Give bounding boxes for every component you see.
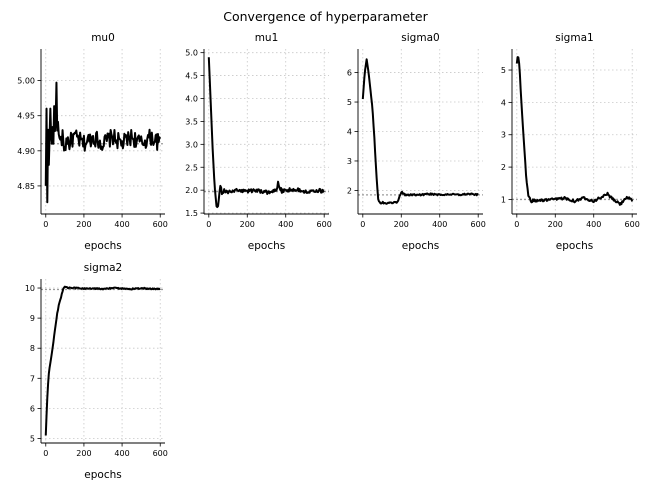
x-tick-label: 400: [278, 220, 293, 229]
y-tick-label: 3.5: [185, 117, 198, 126]
series-line-sigma2: [44, 285, 161, 436]
x-tick-label: 400: [114, 449, 129, 458]
y-tick-label: 4.0: [185, 95, 198, 104]
x-tick-label: 0: [206, 220, 211, 229]
x-tick-label: 600: [153, 449, 168, 458]
x-tick-label: 200: [548, 220, 563, 229]
y-tick-label: 2.0: [185, 186, 198, 195]
y-tick-label: 4.95: [17, 112, 35, 121]
y-tick-label: 1.5: [185, 209, 198, 218]
y-tick-label: 5: [501, 66, 506, 75]
y-tick-label: 4: [347, 128, 352, 137]
x-tick-label: 200: [394, 220, 409, 229]
y-tick-label: 2: [347, 186, 352, 195]
y-tick-label: 9: [30, 314, 35, 323]
x-tick-label: 400: [586, 220, 601, 229]
subplot-title: sigma2: [84, 262, 122, 274]
subplot-mu0: 0 200 400 600 4.85 4.90 4.95 5.00 mu0 epochs: [17, 32, 168, 252]
y-tick-label: 4.5: [185, 72, 198, 81]
x-tick-label: 0: [43, 220, 48, 229]
y-tick-label: 4.85: [17, 182, 35, 191]
x-tick-label: 600: [471, 220, 486, 229]
subplot-title: sigma0: [401, 32, 439, 44]
subplot-mu1: 0 200 400 600 1.5 2.0 2.5 3.0 3.5 4.0 4.5 5.0 mu1 epo…: [185, 32, 332, 252]
y-tick-label: 5: [30, 434, 35, 443]
x-tick-label: 0: [514, 220, 519, 229]
y-tick-label: 2: [501, 163, 506, 172]
y-tick-label: 2.5: [185, 163, 198, 172]
y-tick-label: 6: [347, 69, 352, 78]
x-axis-label: epochs: [84, 240, 121, 252]
subplot-sigma2: 0 200 400 600 5 6 7 8 9 10 sigma2 epochs: [25, 262, 168, 481]
y-tick-label: 10: [25, 284, 35, 293]
x-axis-label: epochs: [84, 469, 121, 481]
y-tick-label: 5.0: [185, 49, 198, 58]
x-tick-label: 600: [153, 220, 168, 229]
subplot-sigma1: 0 200 400 600 1 2 3 4 5 sigma1 epochs: [501, 32, 640, 252]
x-tick-label: 0: [360, 220, 365, 229]
x-tick-label: 200: [240, 220, 255, 229]
y-tick-label: 1: [501, 195, 506, 204]
subplot-sigma0: 0 200 400 600 2 3 4 5 6 sigma0 epochs: [347, 32, 486, 252]
x-tick-label: 600: [317, 220, 332, 229]
y-tick-label: 4.90: [17, 147, 35, 156]
x-tick-label: 400: [432, 220, 447, 229]
y-tick-label: 5.00: [17, 77, 35, 86]
subplot-title: mu0: [91, 32, 115, 44]
y-tick-label: 6: [30, 404, 35, 413]
series-line-sigma0: [361, 58, 479, 205]
x-tick-label: 0: [43, 449, 48, 458]
subplot-title: sigma1: [555, 32, 593, 44]
x-axis-label: epochs: [248, 240, 285, 252]
y-tick-label: 7: [30, 374, 35, 383]
series-line-mu1: [207, 57, 325, 209]
y-tick-label: 3: [347, 157, 352, 166]
y-tick-label: 4: [501, 98, 506, 107]
x-tick-label: 200: [76, 449, 91, 458]
x-tick-label: 400: [114, 220, 129, 229]
y-tick-label: 3.0: [185, 140, 198, 149]
series-line-mu0: [44, 81, 162, 204]
x-tick-label: 600: [625, 220, 640, 229]
y-tick-label: 3: [501, 131, 506, 140]
series-line-sigma1: [515, 56, 634, 206]
figure-title: Convergence of hyperparameter: [223, 9, 428, 24]
x-axis-label: epochs: [556, 240, 593, 252]
x-tick-label: 200: [76, 220, 91, 229]
subplot-title: mu1: [255, 32, 279, 44]
y-tick-label: 8: [30, 344, 35, 353]
x-axis-label: epochs: [402, 240, 439, 252]
y-tick-label: 5: [347, 98, 352, 107]
